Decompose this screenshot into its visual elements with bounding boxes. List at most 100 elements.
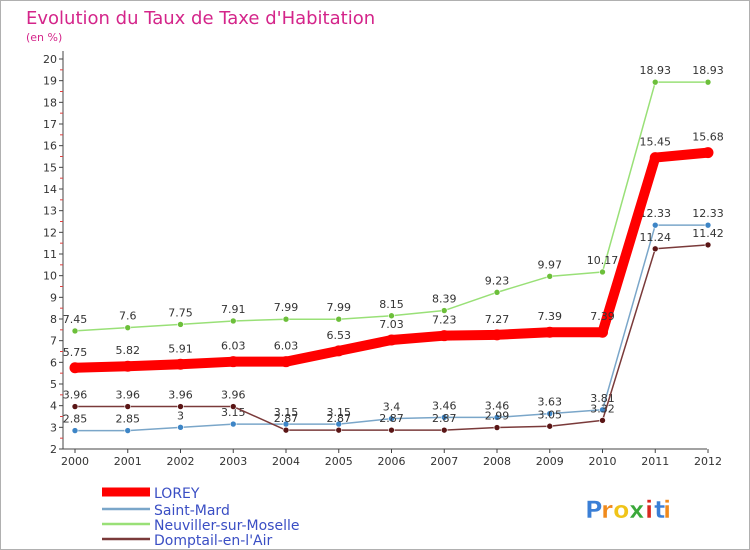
data-point [440, 307, 448, 314]
data-label: 7.6 [119, 310, 137, 323]
x-tick-label: 2009 [536, 455, 564, 468]
data-label: 3.46 [432, 399, 457, 412]
data-label: 11.42 [692, 227, 724, 240]
y-tick-label: 6 [50, 356, 57, 369]
data-point [124, 427, 132, 434]
data-point [335, 426, 343, 434]
data-label: 9.97 [538, 258, 563, 271]
data-point [124, 324, 132, 331]
data-point [229, 403, 237, 410]
data-label: 18.93 [640, 64, 672, 77]
data-point [493, 289, 501, 296]
data-point [71, 403, 79, 410]
data-label: 8.39 [432, 293, 457, 306]
data-point [282, 315, 290, 323]
y-tick-label: 4 [50, 400, 57, 413]
data-label: 7.39 [538, 310, 563, 323]
y-tick-label: 3 [50, 421, 57, 434]
series-saint-mard: 2.85 2.85 3 3.15 3.15 3.15 3.4 3.46 3.46 3.63 3.81… [63, 207, 724, 434]
legend: LOREYSaint-MardNeuviller-sur-MoselleDomp… [102, 486, 299, 549]
data-label: 3.4 [383, 401, 401, 414]
data-label: 3.96 [116, 389, 141, 402]
chart-title: Evolution du Taux de Taxe d'Habitation [26, 8, 375, 29]
legend-item: Domptail-en-l'Air [102, 533, 273, 549]
legend-item: Saint-Mard [102, 503, 230, 519]
data-point [175, 358, 186, 370]
data-point [280, 356, 292, 368]
data-label: 3 [177, 409, 184, 422]
data-label: 2.87 [432, 412, 457, 425]
data-point [69, 362, 81, 374]
data-label: 3.96 [168, 389, 193, 402]
data-label: 3.96 [221, 389, 246, 402]
data-point [229, 317, 237, 325]
x-tick-label: 2006 [378, 455, 406, 468]
data-label: 9.23 [485, 274, 510, 287]
x-tick-label: 2003 [219, 455, 247, 468]
data-point [177, 403, 184, 410]
data-label: 3.15 [274, 406, 299, 419]
x-tick-label: 2000 [61, 455, 89, 468]
series-neuviller-sur-moselle: 7.45 7.6 7.75 7.91 7.99 7.99 8.15 8.39 9.23 9.97 1… [63, 64, 724, 335]
proxiti-logo: Pr o x i ti [585, 496, 672, 525]
logo-letter: i [663, 496, 671, 524]
data-point [546, 273, 554, 280]
y-tick-label: 7 [50, 335, 57, 348]
data-point [651, 78, 659, 86]
logo-letter: x [629, 496, 645, 524]
data-point [388, 415, 395, 422]
data-label: 18.93 [692, 64, 724, 77]
data-point [546, 422, 554, 430]
chart-subtitle: (en %) [26, 31, 62, 44]
y-tick-label: 18 [43, 96, 57, 109]
data-label: 2.87 [327, 412, 352, 425]
data-point [704, 78, 712, 86]
data-label: 3.46 [485, 399, 510, 412]
data-label: 7.03 [379, 318, 404, 331]
data-point [440, 426, 448, 434]
data-point [335, 315, 343, 323]
logo-letter: r [601, 496, 613, 524]
data-point [177, 424, 184, 431]
y-tick-label: 8 [50, 313, 57, 326]
x-tick-label: 2002 [167, 455, 195, 468]
data-point [704, 221, 712, 229]
legend-label: Neuviller-sur-Moselle [154, 518, 299, 534]
data-point [282, 426, 290, 434]
data-label: 2.85 [63, 413, 88, 426]
legend-label: Saint-Mard [154, 503, 230, 519]
data-point [227, 356, 239, 368]
data-point [388, 312, 395, 320]
data-point [599, 268, 606, 276]
data-point [440, 414, 448, 421]
data-label: 2.99 [485, 410, 510, 423]
series-lorey: 5.75 5.82 5.91 6.03 6.03 6.53 7.03 7.23 7.27 7.39… [63, 131, 724, 374]
y-tick-label: 10 [43, 270, 57, 283]
logo-letter: P [585, 496, 603, 524]
data-label: 3.15 [327, 406, 352, 419]
data-point [71, 327, 79, 335]
y-tick-label: 2 [50, 443, 57, 456]
y-tick-label: 14 [43, 183, 57, 196]
data-point [651, 245, 659, 253]
data-point [649, 152, 661, 164]
legend-label: Domptail-en-l'Air [154, 533, 273, 549]
y-tick-label: 9 [50, 291, 57, 304]
data-label: 7.75 [168, 306, 193, 319]
axes: 2 3 4 5 6 7 8 9 10 11 12 13 14 15 16 17 18 19 20 2000 2001 20… [43, 51, 722, 468]
data-point [597, 326, 608, 338]
y-tick-label: 17 [43, 118, 57, 131]
data-label: 7.99 [327, 301, 352, 314]
legend-label: LOREY [154, 486, 200, 502]
data-point [651, 221, 659, 229]
data-label: 5.75 [63, 346, 88, 359]
y-tick-label: 5 [50, 378, 57, 391]
data-label: 12.33 [692, 207, 724, 220]
data-point [71, 427, 79, 434]
y-tick-label: 11 [43, 248, 57, 261]
x-tick-label: 2001 [114, 455, 142, 468]
logo-letter: i [645, 496, 653, 524]
data-label: 7.23 [432, 314, 457, 327]
data-point [388, 426, 395, 434]
